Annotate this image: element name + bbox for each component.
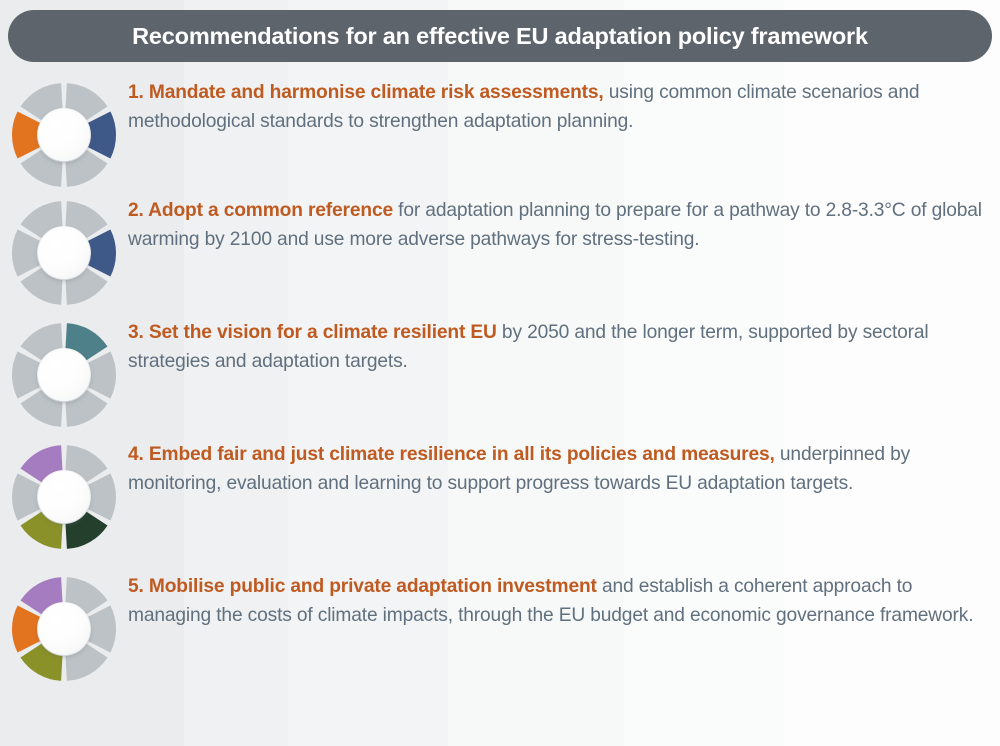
recommendation-row: 3. Set the vision for a climate resilien…	[0, 318, 1000, 440]
background-band-1	[184, 0, 288, 746]
donut-icon-1-segment-1	[87, 111, 117, 159]
donut-icon-2-segment-1	[87, 229, 117, 277]
donut-icon-4-segment-1	[87, 473, 117, 521]
page-title: Recommendations for an effective EU adap…	[132, 22, 868, 49]
donut-icon-4	[11, 444, 117, 550]
donut-icon-5	[11, 576, 117, 682]
recommendation-icon-cell	[0, 318, 128, 428]
donut-icon-2-hub	[38, 227, 90, 279]
donut-icon-2-segment-3	[20, 267, 63, 305]
recommendation-text: 1. Mandate and harmonise climate risk as…	[128, 78, 1000, 136]
donut-icon-1-segment-2	[65, 149, 108, 187]
recommendation-icon-cell	[0, 196, 128, 306]
recommendation-icon-cell	[0, 78, 128, 188]
recommendation-row: 5. Mobilise public and private adaptatio…	[0, 572, 1000, 704]
donut-icon-4-segment-4	[11, 473, 41, 521]
recommendation-row: 2. Adopt a common reference for adaptati…	[0, 196, 1000, 318]
donut-icon-1-segment-3	[20, 149, 63, 187]
donut-icon-4-segment-3	[20, 511, 63, 549]
donut-icon-2	[11, 201, 117, 305]
donut-icon-1	[11, 82, 117, 188]
donut-icon-2-segment-4	[11, 229, 41, 277]
donut-icon-1-segment-4	[11, 111, 41, 159]
recommendation-row: 1. Mandate and harmonise climate risk as…	[0, 78, 1000, 196]
recommendation-lead: 2. Adopt a common reference	[128, 200, 393, 221]
recommendation-text: 5. Mobilise public and private adaptatio…	[128, 572, 1000, 630]
donut-icon-5-segment-3	[20, 643, 63, 681]
recommendation-row: 4. Embed fair and just climate resilienc…	[0, 440, 1000, 572]
donut-icon-3-hub	[38, 349, 90, 401]
recommendation-body: using common climate scenarios and metho…	[128, 82, 920, 132]
donut-icon-4	[11, 445, 117, 549]
donut-icon-2	[11, 200, 117, 306]
donut-icon-3-segment-1	[87, 351, 117, 399]
recommendation-text: 3. Set the vision for a climate resilien…	[128, 318, 1000, 376]
donut-icon-3-segment-4	[11, 351, 41, 399]
donut-icon-4-hub	[38, 471, 90, 523]
donut-icon-3-segment-2	[65, 389, 108, 427]
recommendation-text: 4. Embed fair and just climate resilienc…	[128, 440, 1000, 498]
recommendation-body: underpinned by monitoring, evaluation an…	[128, 444, 911, 494]
recommendation-text: 2. Adopt a common reference for adaptati…	[128, 196, 1000, 254]
background-band-4	[624, 0, 784, 746]
recommendation-body: by 2050 and the longer term, supported b…	[128, 322, 929, 372]
recommendation-icon-cell	[0, 572, 128, 682]
recommendation-lead: 3. Set the vision for a climate resilien…	[128, 322, 497, 343]
recommendation-body: and establish a coherent approach to man…	[128, 576, 974, 626]
background-band-3	[448, 0, 624, 746]
donut-icon-1-hub	[38, 109, 90, 161]
recommendation-icon-cell	[0, 440, 128, 550]
donut-icon-2-segment-2	[65, 267, 108, 305]
donut-icon-3-segment-3	[20, 389, 63, 427]
recommendation-lead: 4. Embed fair and just climate resilienc…	[128, 444, 775, 465]
recommendation-body: for adaptation planning to prepare for a…	[128, 200, 982, 250]
recommendation-lead: 1. Mandate and harmonise climate risk as…	[128, 82, 604, 103]
recommendation-lead: 5. Mobilise public and private adaptatio…	[128, 576, 597, 597]
background-band-5	[784, 0, 1000, 746]
donut-icon-4-segment-2	[65, 511, 108, 549]
donut-icon-5-segment-2	[65, 643, 108, 681]
donut-icon-5-hub	[38, 603, 90, 655]
donut-icon-5-segment-4	[11, 605, 41, 653]
background-band-2	[288, 0, 448, 746]
header-banner: Recommendations for an effective EU adap…	[8, 10, 992, 62]
donut-icon-5-segment-1	[87, 605, 117, 653]
donut-icon-3	[11, 322, 117, 428]
